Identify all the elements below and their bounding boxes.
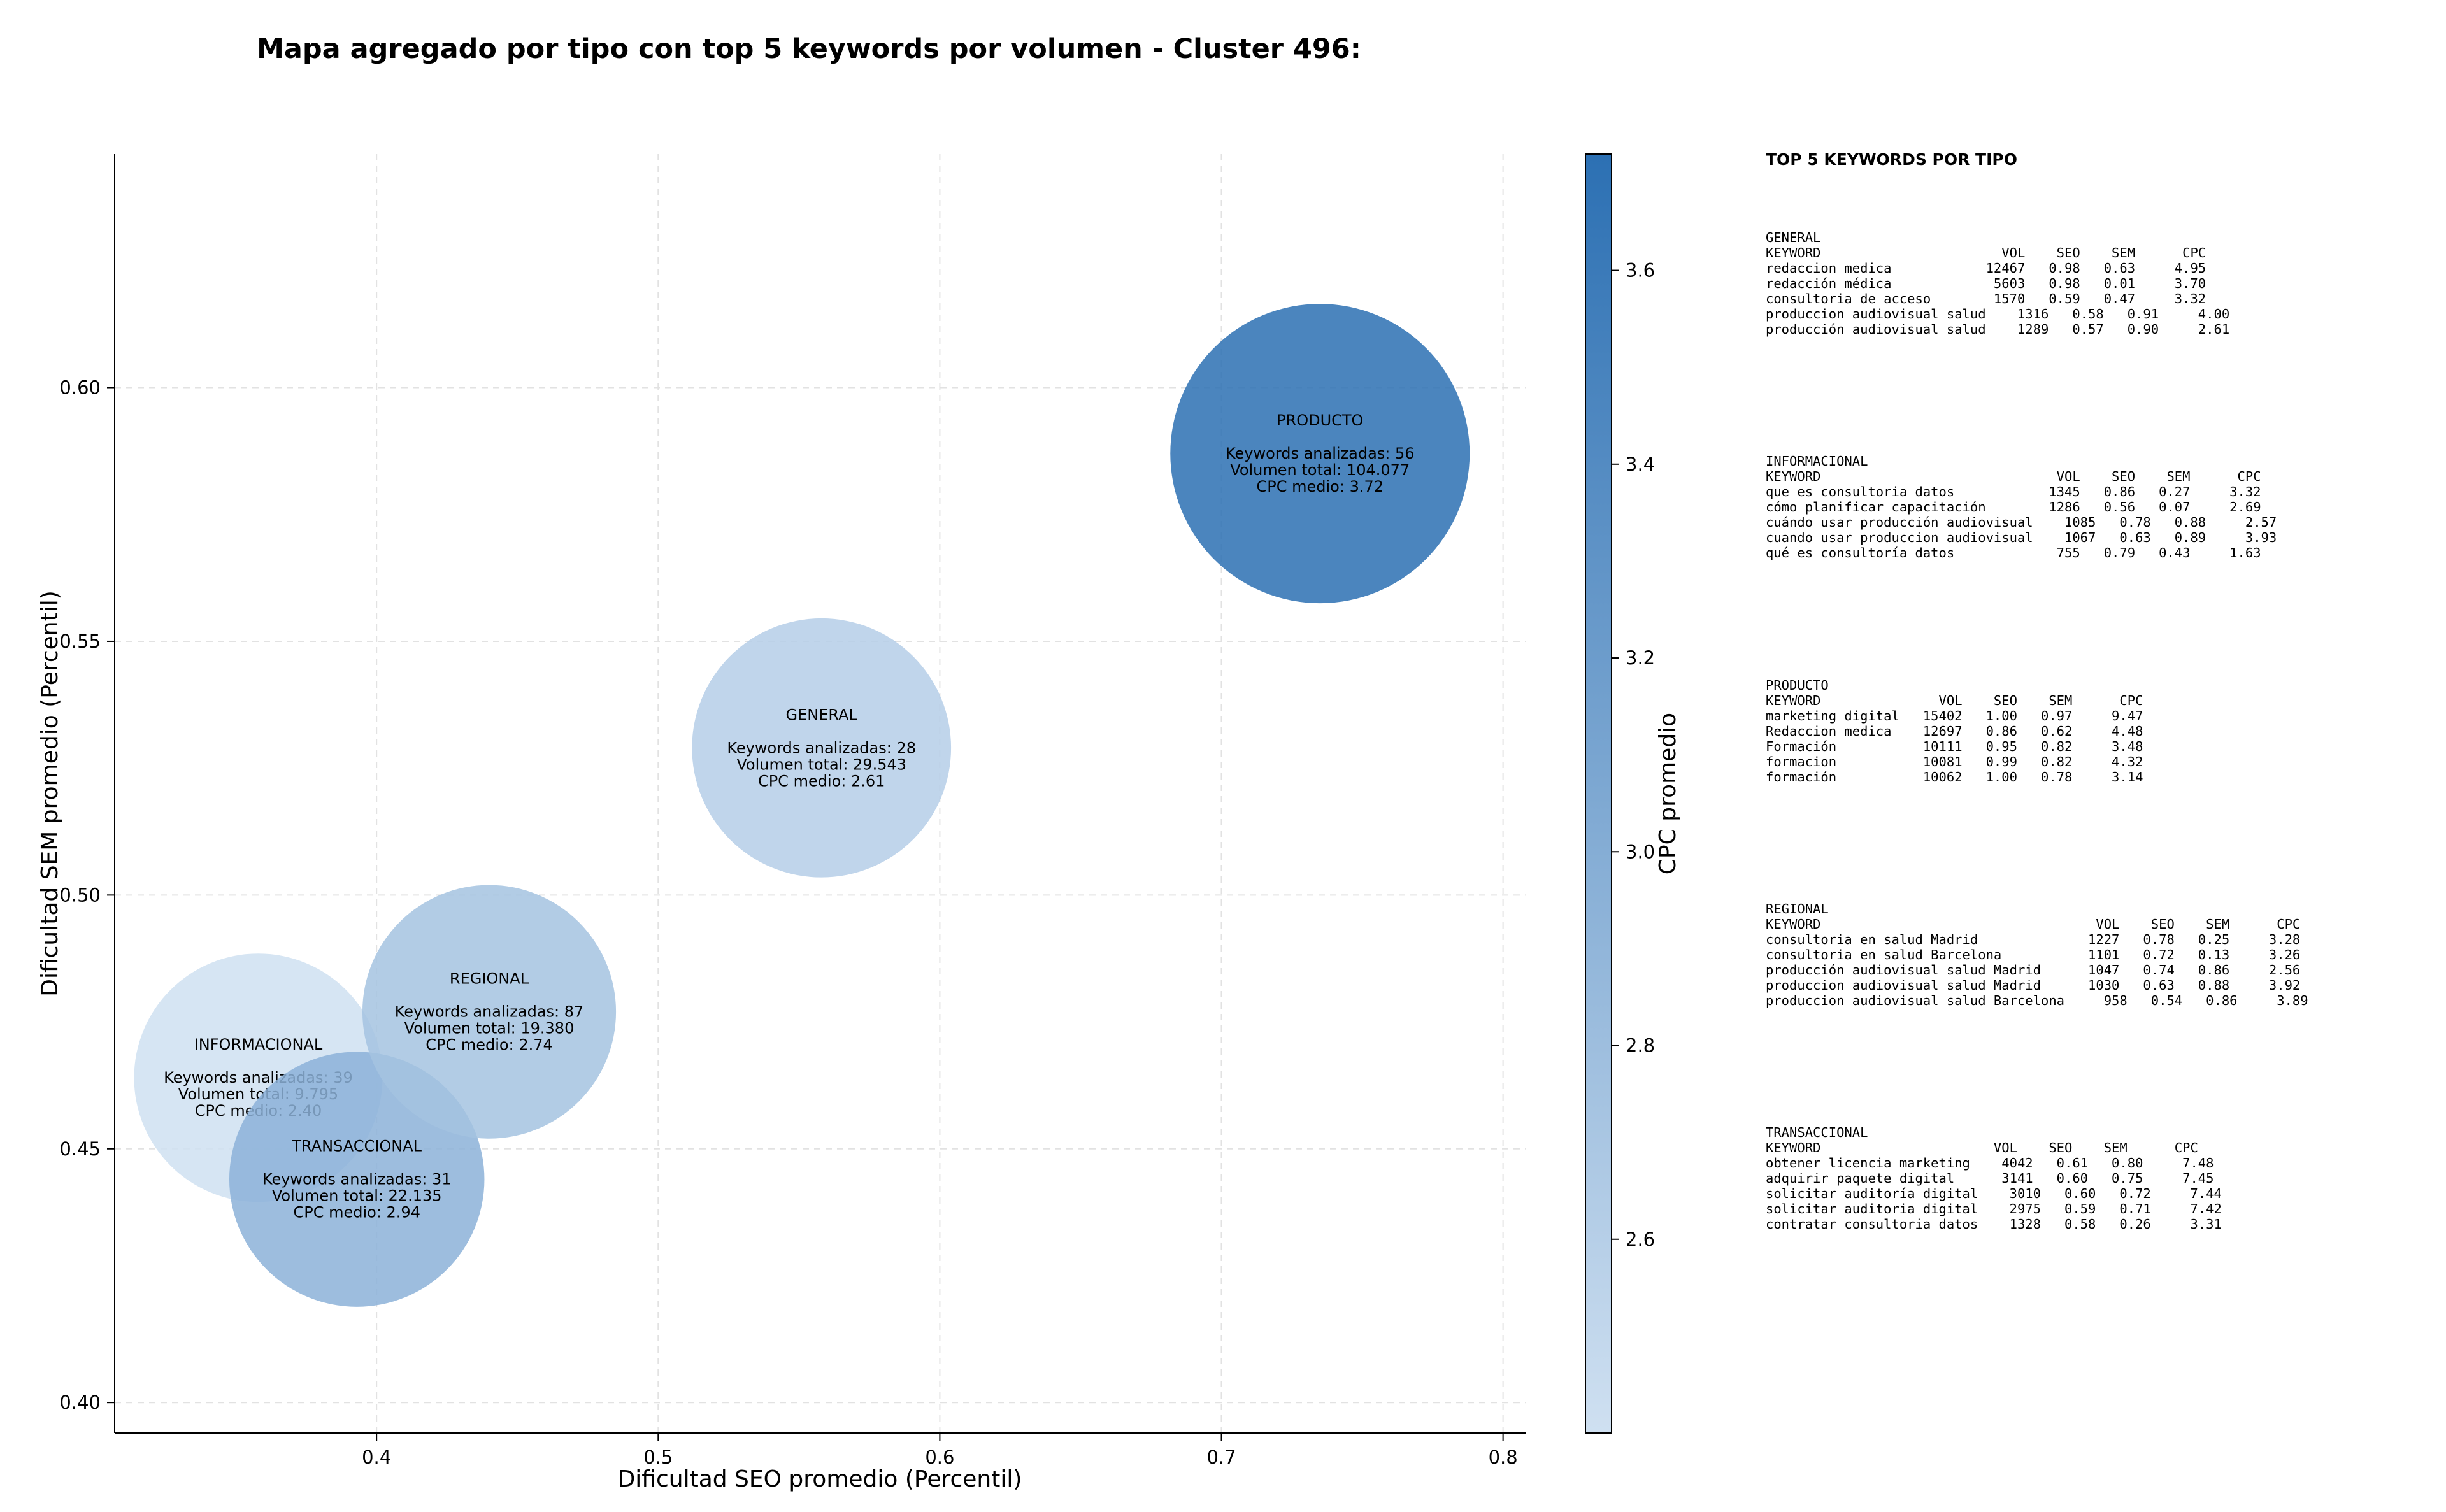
x-tick-label: 0.7 bbox=[1206, 1446, 1236, 1468]
bubble-label: Keywords analizadas: 87 bbox=[395, 1003, 584, 1021]
colorbar-tick-label: 3.6 bbox=[1626, 260, 1655, 282]
bubble-circle bbox=[362, 885, 617, 1139]
colorbar-tick-label: 3.0 bbox=[1626, 841, 1655, 862]
colorbar: 2.6 2.8 3.0 3.2 3.4 3.6 CPC promedio bbox=[1585, 153, 1681, 1434]
colorbar-tick-label: 3.4 bbox=[1626, 453, 1655, 475]
bubble-label: REGIONAL bbox=[450, 970, 529, 988]
bubble-label: GENERAL bbox=[786, 706, 858, 724]
x-ticks: 0.4 0.5 0.6 0.7 0.8 bbox=[362, 1433, 1518, 1468]
x-axis-label: Dificultad SEO promedio (Percentil) bbox=[618, 1466, 1022, 1492]
bubble-label: CPC medio: 2.94 bbox=[293, 1204, 420, 1222]
keyword-table-regional: REGIONAL KEYWORD VOL SEO SEM CPC consult… bbox=[1766, 901, 2308, 1008]
colorbar-tick-label: 2.6 bbox=[1626, 1229, 1655, 1250]
bubble-label: INFORMACIONAL bbox=[194, 1036, 323, 1053]
bubble-label: CPC medio: 3.72 bbox=[1257, 478, 1384, 496]
keyword-panel: TOP 5 KEYWORDS POR TIPO GENERAL KEYWORD … bbox=[1766, 150, 2428, 1232]
y-ticks: 0.40 0.45 0.50 0.55 0.60 bbox=[59, 377, 115, 1413]
y-tick-label: 0.40 bbox=[59, 1392, 101, 1413]
x-tick-label: 0.6 bbox=[925, 1446, 954, 1468]
bubble-label: PRODUCTO bbox=[1277, 411, 1363, 429]
colorbar-gradient bbox=[1585, 153, 1612, 1434]
colorbar-tick-label: 3.2 bbox=[1626, 647, 1655, 669]
bubble-label: CPC medio: 2.61 bbox=[758, 772, 885, 790]
y-tick-label: 0.45 bbox=[59, 1138, 101, 1160]
bubble-label: CPC medio: 2.74 bbox=[426, 1036, 553, 1054]
bubble-label: Volumen total: 19.380 bbox=[404, 1020, 575, 1038]
y-tick-label: 0.60 bbox=[59, 377, 101, 399]
axes bbox=[114, 154, 1526, 1434]
y-tick-label: 0.50 bbox=[59, 884, 101, 906]
bubble-label: Volumen total: 29.543 bbox=[736, 755, 906, 773]
bubble-label: TRANSACCIONAL bbox=[291, 1138, 422, 1155]
keyword-table-transaccional: TRANSACCIONAL KEYWORD VOL SEO SEM CPC ob… bbox=[1766, 1125, 2222, 1232]
x-tick-label: 0.8 bbox=[1489, 1446, 1518, 1468]
bubble-label: Keywords analizadas: 56 bbox=[1226, 445, 1415, 462]
bubble-label: Keywords analizadas: 28 bbox=[727, 739, 916, 757]
bubble-circle bbox=[1170, 304, 1470, 604]
x-tick-label: 0.4 bbox=[362, 1446, 391, 1468]
bubble-label: Volumen total: 22.135 bbox=[272, 1187, 442, 1205]
keyword-table-producto: PRODUCTO KEYWORD VOL SEO SEM CPC marketi… bbox=[1766, 678, 2143, 785]
chart-title: Mapa agregado por tipo con top 5 keyword… bbox=[257, 33, 1361, 65]
y-axis-label: Dificultad SEM promedio (Percentil) bbox=[37, 590, 63, 997]
keyword-panel-heading: TOP 5 KEYWORDS POR TIPO bbox=[1766, 150, 2017, 169]
colorbar-tick-label: 2.8 bbox=[1626, 1035, 1655, 1057]
keyword-table-informacional: INFORMACIONAL KEYWORD VOL SEO SEM CPC qu… bbox=[1766, 453, 2277, 560]
bubble-label: Keywords analizadas: 31 bbox=[262, 1171, 452, 1188]
bubble-circle bbox=[692, 618, 952, 878]
keyword-table-general: GENERAL KEYWORD VOL SEO SEM CPC redaccio… bbox=[1766, 230, 2230, 337]
colorbar-label: CPC promedio bbox=[1655, 713, 1681, 874]
colorbar-ticks: 2.6 2.8 3.0 3.2 3.4 3.6 bbox=[1612, 260, 1655, 1250]
x-tick-label: 0.5 bbox=[643, 1446, 673, 1468]
bubble-label: Volumen total: 104.077 bbox=[1230, 461, 1410, 479]
y-tick-label: 0.55 bbox=[59, 631, 101, 652]
